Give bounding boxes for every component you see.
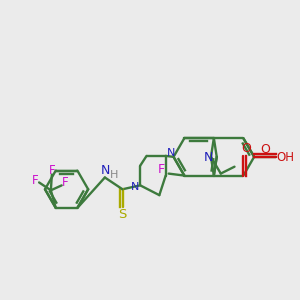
Text: N: N bbox=[101, 164, 110, 177]
Text: F: F bbox=[32, 174, 38, 187]
Text: F: F bbox=[49, 164, 55, 177]
Text: O: O bbox=[260, 142, 270, 155]
Text: F: F bbox=[158, 163, 165, 176]
Text: N: N bbox=[203, 152, 213, 164]
Text: S: S bbox=[118, 208, 127, 221]
Text: OH: OH bbox=[277, 152, 295, 164]
Text: H: H bbox=[110, 169, 118, 179]
Text: F: F bbox=[62, 176, 69, 189]
Text: N: N bbox=[131, 182, 140, 192]
Text: N: N bbox=[167, 148, 175, 158]
Text: O: O bbox=[242, 142, 251, 154]
